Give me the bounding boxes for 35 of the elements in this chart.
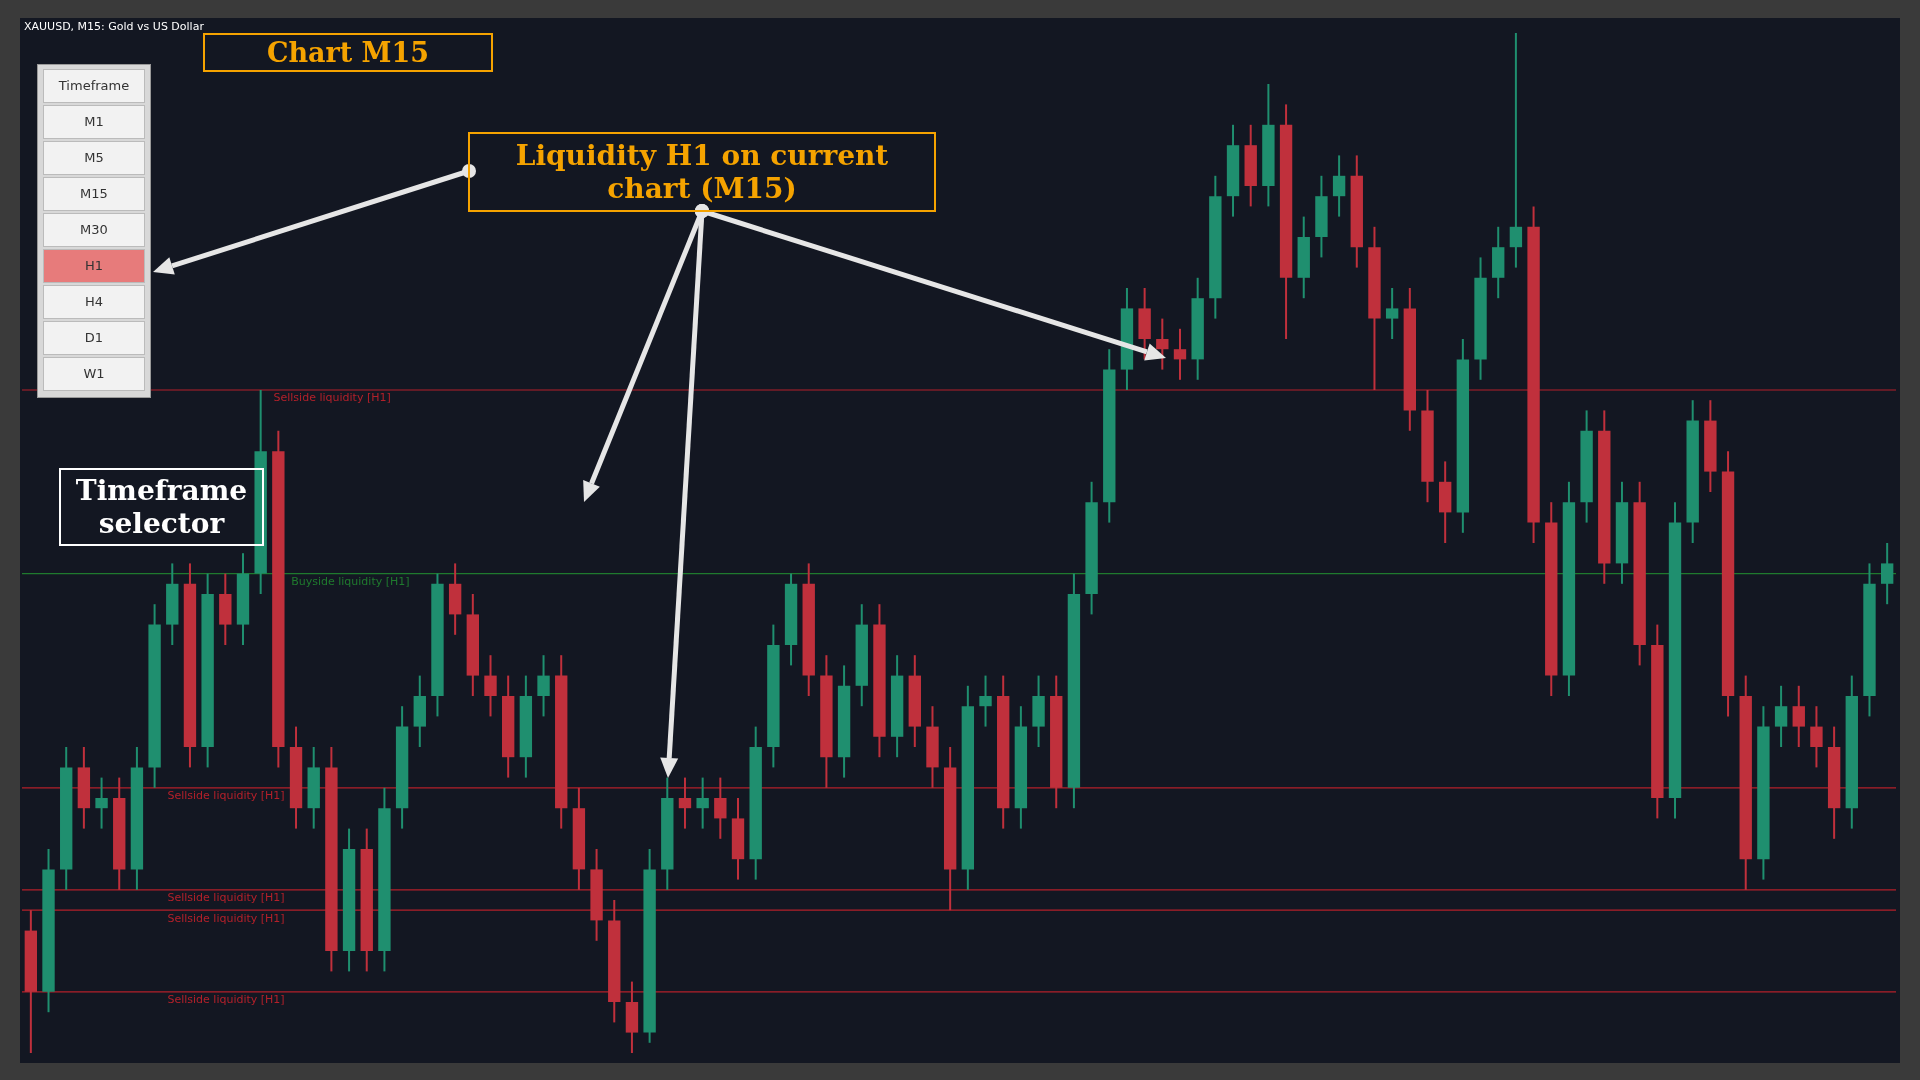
annotation: Timeframe selector — [59, 468, 264, 546]
ref-line-label: Sellside liquidity [H1] — [273, 391, 391, 405]
candlestick — [696, 776, 709, 830]
candlestick — [1332, 154, 1346, 218]
chart-title: XAUUSD, M15: Gold vs US Dollar — [24, 20, 204, 33]
ref-line-label: Sellside liquidity [H1] — [167, 993, 285, 1007]
ref-line-label: Sellside liquidity [H1] — [167, 891, 285, 905]
candlestick — [1173, 327, 1187, 381]
timeframe-button: M30 — [43, 213, 145, 247]
timeframe-button: H1 — [43, 249, 145, 283]
candlestick — [979, 674, 992, 728]
ref-line-label: Buyside liquidity [H1] — [291, 574, 410, 588]
ref-line-label: Sellside liquidity [H1] — [167, 911, 285, 925]
candlestick — [714, 776, 727, 840]
candlestick — [678, 776, 692, 830]
timeframe-button: D1 — [43, 321, 145, 355]
candlestick — [1509, 32, 1523, 269]
timeframe-button: H4 — [43, 285, 145, 319]
candlestick — [95, 776, 108, 830]
timeframe-button: M1 — [43, 105, 145, 139]
candlestick — [1774, 684, 1788, 748]
candlestick — [1880, 542, 1894, 606]
candlestick — [1385, 287, 1399, 340]
candlestick — [484, 654, 497, 718]
timeframe-button: W1 — [43, 357, 145, 391]
ref-line-label: Sellside liquidity [H1] — [167, 789, 285, 803]
annotation: Chart M15 — [203, 33, 493, 72]
candlestick — [1156, 317, 1169, 371]
candlestick — [537, 654, 550, 718]
timeframe-button: M15 — [43, 177, 145, 211]
annotation: Liquidity H1 on current chart (M15) — [468, 132, 936, 212]
candlestick — [1810, 705, 1823, 769]
timeframe-button: Timeframe — [43, 69, 145, 103]
candlestick — [1792, 684, 1805, 748]
timeframe-button: M5 — [43, 141, 145, 175]
